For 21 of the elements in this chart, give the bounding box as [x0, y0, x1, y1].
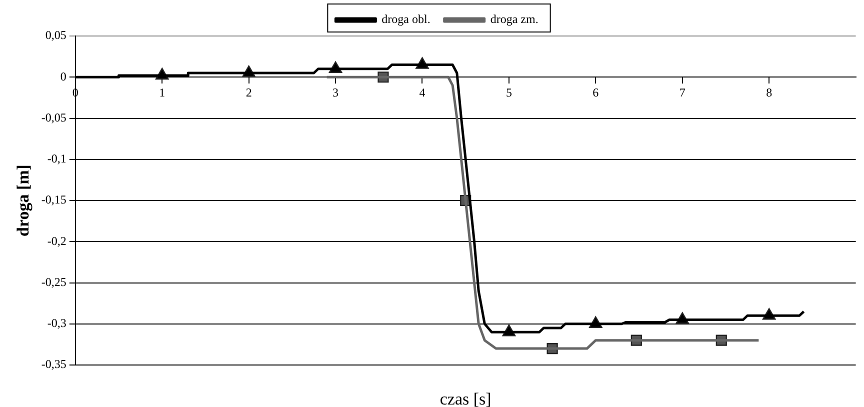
x-tick-label: 2 [246, 85, 252, 100]
x-tick-label: 4 [419, 85, 426, 100]
x-tick-label: 1 [159, 85, 166, 100]
y-tick-label: -0,05 [41, 110, 66, 124]
y-tick-label: -0,3 [47, 316, 66, 330]
y-tick-label: -0,2 [47, 234, 66, 248]
y-tick-label: 0 [60, 69, 66, 84]
y-tick-label: -0,1 [47, 152, 66, 166]
legend-label: droga zm. [490, 12, 538, 26]
x-axis-title: czas [s] [440, 389, 492, 407]
y-tick-label: -0,15 [41, 192, 66, 207]
y-axis-title: droga [m] [14, 164, 33, 236]
legend-label: droga obl. [382, 12, 430, 26]
x-tick-label: 6 [592, 85, 599, 100]
y-tick-label: -0,35 [41, 357, 66, 372]
y-tick-label: 0,05 [45, 28, 66, 42]
x-tick-label: 5 [506, 85, 512, 100]
x-tick-label: 8 [766, 85, 772, 100]
y-tick-label: -0,25 [41, 274, 66, 289]
x-tick-label: 3 [332, 85, 339, 100]
x-tick-label: 7 [679, 85, 686, 100]
